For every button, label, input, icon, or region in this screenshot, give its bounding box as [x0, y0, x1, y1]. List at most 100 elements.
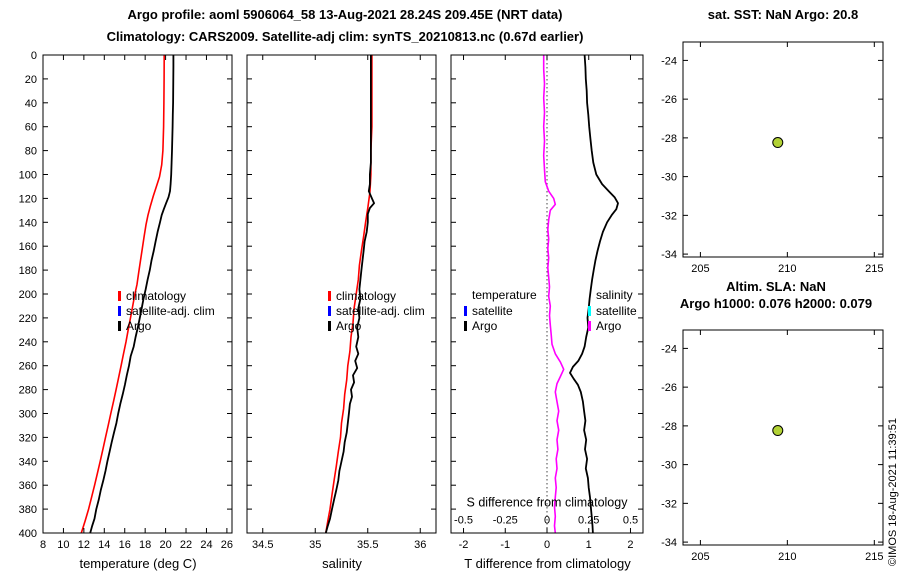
- sla-map-title-line2: Argo h1000: 0.076 h2000: 0.079: [679, 296, 873, 311]
- secondary-axis-tick-label: 0: [544, 514, 550, 526]
- y-tick-label: 40: [25, 98, 37, 110]
- y-tick-label: 260: [19, 361, 37, 373]
- y-tick-label: -34: [661, 537, 677, 549]
- legend-item-satellite-adj-clim: satellite-adj. clim: [328, 303, 425, 318]
- salinity-axis-label: salinity: [322, 556, 362, 571]
- y-tick-label: 80: [25, 146, 37, 158]
- satellite-adj-clim-line-swatch: [118, 305, 121, 316]
- satellite-adj-clim-line-swatch: [328, 305, 331, 316]
- y-tick-label: 220: [19, 313, 37, 325]
- panel-sst-map: 205 210 215 -24 -26 -28 -30 -32 -34: [661, 41, 884, 275]
- x-tick-label: 2: [627, 539, 633, 551]
- climatology-line-swatch: [328, 290, 331, 301]
- y-tick-label: 320: [19, 432, 37, 444]
- x-tick-label: 205: [691, 551, 709, 563]
- legend-label-satellite-adj-clim: satellite-adj. clim: [126, 303, 215, 318]
- s-satellite-line-swatch: [588, 305, 591, 316]
- panel-temperature-profile: 8 10 12 14 16 18 20 22 24 26020406080100120140160…: [19, 50, 233, 551]
- y-tick-label: 300: [19, 409, 37, 421]
- s-argo-line-swatch: [588, 320, 591, 331]
- series-Argo: [324, 55, 376, 534]
- figure-title-line1: Argo profile: aoml 5906064_58 13-Aug-202…: [127, 7, 563, 22]
- argo-line-swatch: [328, 320, 331, 331]
- legend-temperature-panel: climatology satellite-adj. clim Argo: [118, 288, 215, 333]
- legend-header-salinity: salinity: [596, 288, 633, 302]
- y-tick-label: 280: [19, 385, 37, 397]
- legend-label-satellite-adj-clim: satellite-adj. clim: [336, 303, 425, 318]
- y-tick-label: 20: [25, 74, 37, 86]
- series-Argo: [89, 55, 175, 534]
- y-tick-label: -28: [661, 421, 677, 433]
- argo-line-swatch: [118, 320, 121, 331]
- secondary-axis-label: S difference from climatology: [467, 496, 629, 510]
- y-tick-label: -30: [661, 172, 677, 184]
- x-tick-label: 35: [309, 539, 321, 551]
- y-tick-label: -26: [661, 382, 677, 394]
- x-tick-label: 210: [778, 551, 796, 563]
- y-tick-label: 120: [19, 193, 37, 205]
- x-tick-label: 12: [78, 539, 90, 551]
- legend-label-climatology: climatology: [126, 288, 187, 303]
- y-tick-label: 200: [19, 289, 37, 301]
- y-tick-label: 60: [25, 122, 37, 134]
- x-tick-label: 14: [98, 539, 110, 551]
- x-tick-label: 35.5: [357, 539, 378, 551]
- x-tick-label: 26: [221, 539, 233, 551]
- sst-map-title: sat. SST: NaN Argo: 20.8: [707, 7, 859, 22]
- axis-box: [682, 329, 884, 546]
- legend-label-t-satellite: satellite: [472, 303, 513, 318]
- y-tick-label: 380: [19, 504, 37, 516]
- t-satellite-line-swatch: [464, 305, 467, 316]
- x-tick-label: 34.5: [252, 539, 273, 551]
- secondary-axis-tick-label: 0.25: [578, 514, 599, 526]
- legend-label-climatology: climatology: [336, 288, 397, 303]
- y-tick-label: -28: [661, 133, 677, 145]
- x-tick-label: 10: [57, 539, 69, 551]
- legend-diff-temperature-column: temperature satellite Argo: [464, 288, 537, 333]
- y-tick-label: 100: [19, 170, 37, 182]
- x-tick-label: 16: [119, 539, 131, 551]
- y-tick-label: -26: [661, 94, 677, 106]
- legend-item-climatology: climatology: [328, 288, 425, 303]
- t-argo-line-swatch: [464, 320, 467, 331]
- imos-watermark: ©IMOS 18-Aug-2021 11:39:51: [887, 418, 899, 566]
- y-tick-label: 360: [19, 480, 37, 492]
- y-tick-label: -30: [661, 460, 677, 472]
- legend-header-temperature: temperature: [472, 288, 537, 302]
- legend-diff-salinity-column: salinity satellite Argo: [588, 288, 637, 333]
- climatology-line-swatch: [118, 290, 121, 301]
- y-tick-label: 240: [19, 337, 37, 349]
- series-climatology: [325, 55, 373, 534]
- legend-item-satellite-adj-clim: satellite-adj. clim: [118, 303, 215, 318]
- x-tick-label: -1: [500, 539, 510, 551]
- x-tick-label: 36: [414, 539, 426, 551]
- y-tick-label: 160: [19, 241, 37, 253]
- panel-salinity-profile: 34.5 35 35.5 36: [246, 54, 437, 551]
- argo-position-marker: [772, 137, 784, 149]
- legend-item-s-argo: Argo: [588, 318, 637, 333]
- x-tick-label: 24: [200, 539, 212, 551]
- y-tick-label: -32: [661, 210, 677, 222]
- y-tick-label: 140: [19, 217, 37, 229]
- legend-label-argo: Argo: [336, 318, 362, 333]
- axis-box: [682, 41, 884, 258]
- legend-label-s-argo: Argo: [596, 318, 622, 333]
- series-S-difference-Argo: [542, 55, 565, 534]
- y-tick-label: -24: [661, 55, 677, 67]
- figure-title-line2: Climatology: CARS2009. Satellite-adj cli…: [106, 29, 584, 44]
- secondary-axis-tick-label: -0.5: [454, 514, 473, 526]
- y-tick-label: 340: [19, 456, 37, 468]
- panel-sla-map: 205 210 215 -24 -26 -28 -30 -32 -34: [661, 329, 884, 563]
- sla-map-title-line1: Altim. SLA: NaN: [726, 279, 826, 294]
- legend-label-s-satellite: satellite: [596, 303, 637, 318]
- series-climatology: [80, 54, 165, 534]
- temperature-axis-label: temperature (deg C): [79, 556, 197, 571]
- secondary-axis-tick-label: -0.25: [493, 514, 518, 526]
- y-tick-label: -24: [661, 343, 677, 355]
- x-tick-label: 22: [180, 539, 192, 551]
- x-tick-label: 215: [865, 551, 883, 563]
- secondary-axis-tick-label: 0.5: [623, 514, 638, 526]
- legend-item-s-satellite: satellite: [588, 303, 637, 318]
- x-tick-label: 20: [159, 539, 171, 551]
